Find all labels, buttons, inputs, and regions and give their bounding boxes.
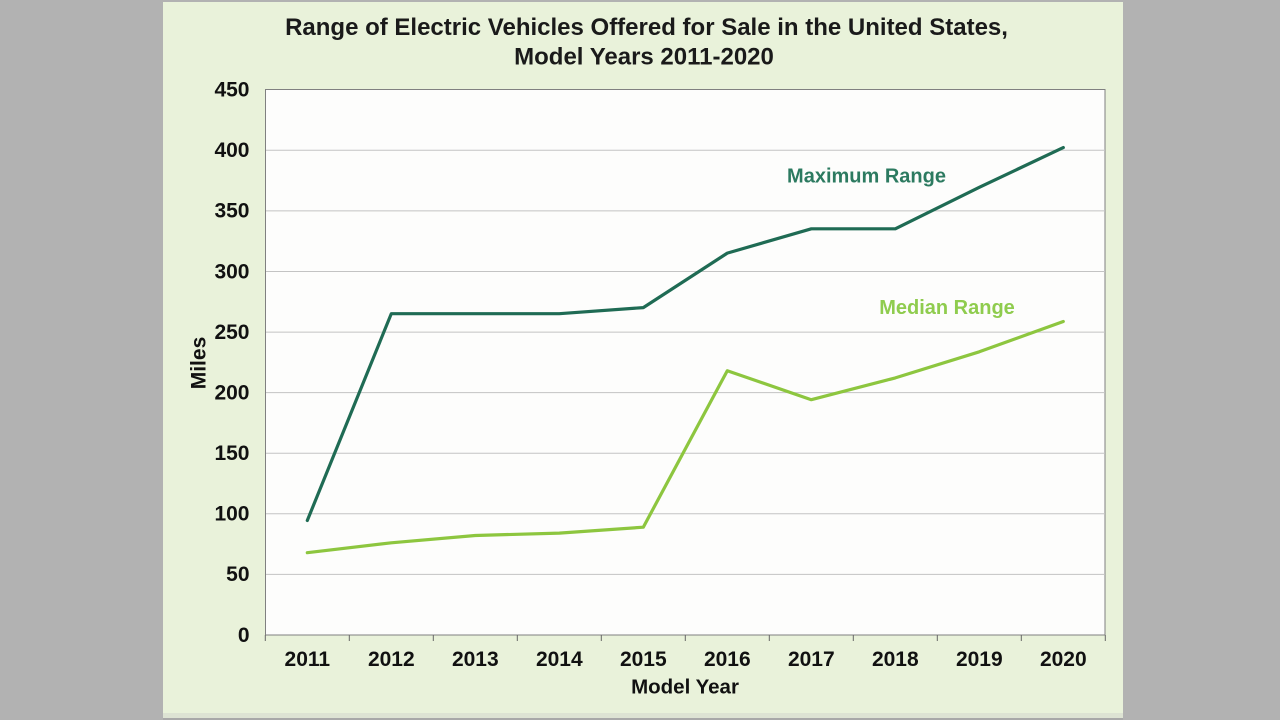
svg-text:2013: 2013 xyxy=(452,648,499,671)
svg-text:Range of Electric Vehicles Off: Range of Electric Vehicles Offered for S… xyxy=(285,14,1008,41)
svg-text:100: 100 xyxy=(214,503,249,526)
svg-text:2014: 2014 xyxy=(536,648,583,671)
svg-text:2011: 2011 xyxy=(285,648,331,671)
svg-text:200: 200 xyxy=(214,381,249,404)
svg-text:Maximum Range: Maximum Range xyxy=(787,166,946,188)
svg-text:250: 250 xyxy=(214,321,249,344)
svg-text:Median Range: Median Range xyxy=(879,297,1015,319)
svg-text:2020: 2020 xyxy=(1040,648,1087,671)
svg-text:2017: 2017 xyxy=(788,648,835,671)
svg-text:Model Year: Model Year xyxy=(631,675,739,698)
svg-text:0: 0 xyxy=(238,624,250,647)
svg-text:2018: 2018 xyxy=(872,648,919,671)
svg-text:300: 300 xyxy=(214,260,249,283)
svg-text:350: 350 xyxy=(214,200,249,223)
svg-text:450: 450 xyxy=(214,78,249,101)
svg-text:Model Years 2011-2020: Model Years 2011-2020 xyxy=(514,44,774,71)
svg-text:2019: 2019 xyxy=(956,648,1003,671)
svg-text:Miles: Miles xyxy=(188,337,211,390)
svg-text:50: 50 xyxy=(226,563,249,586)
svg-text:2015: 2015 xyxy=(620,648,667,671)
svg-text:400: 400 xyxy=(214,139,249,162)
svg-text:2016: 2016 xyxy=(704,648,751,671)
svg-text:150: 150 xyxy=(214,442,249,465)
svg-text:2012: 2012 xyxy=(368,648,415,671)
